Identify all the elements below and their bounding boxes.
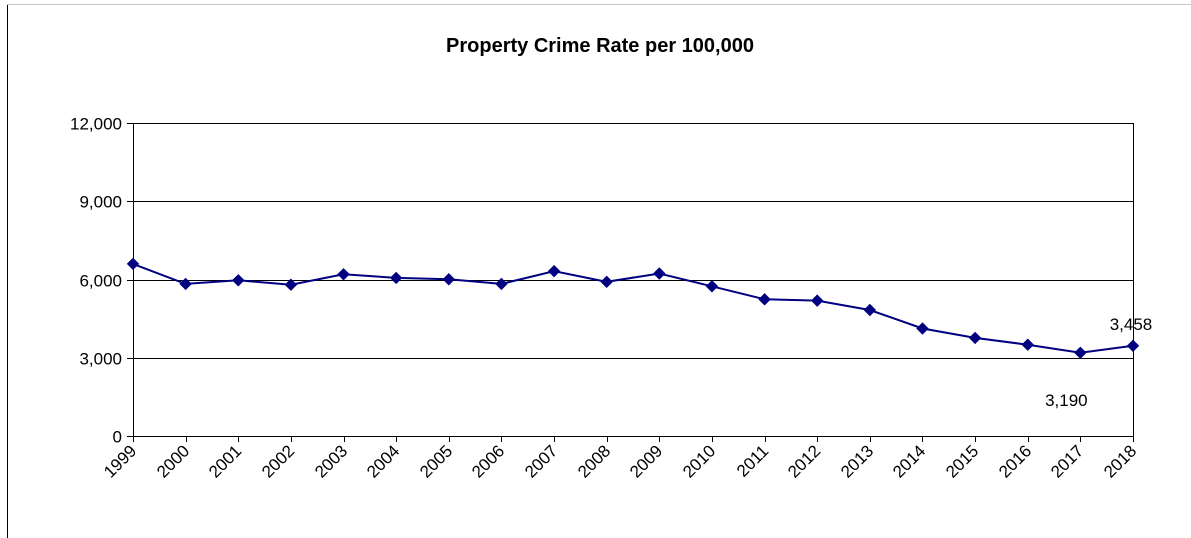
data-label: 3,190 — [1045, 391, 1088, 410]
x-tick-label: 2004 — [363, 441, 403, 481]
y-tick-label: 0 — [113, 428, 122, 447]
data-point-diamond-icon — [337, 268, 350, 281]
data-label: 3,458 — [1110, 315, 1153, 334]
x-tick-label: 2013 — [837, 441, 877, 481]
data-point-diamond-icon — [179, 277, 192, 291]
y-tick-label: 3,000 — [79, 350, 122, 369]
y-tick-label: 6,000 — [79, 272, 122, 291]
x-tick-label: 2018 — [1100, 441, 1140, 481]
data-point-diamond-icon — [758, 293, 771, 306]
x-tick-label: 2015 — [942, 441, 982, 481]
x-tick-label: 2002 — [258, 441, 298, 481]
x-tick-label: 2008 — [574, 441, 614, 481]
x-tick-label: 2016 — [995, 441, 1035, 481]
data-point-diamond-icon — [705, 280, 719, 293]
data-point-diamond-icon — [547, 264, 561, 278]
x-tick-label: 2017 — [1047, 441, 1087, 481]
data-point-diamond-icon — [653, 267, 666, 280]
data-point-diamond-icon — [811, 294, 824, 307]
x-tick-label: 2003 — [311, 441, 351, 481]
data-point-diamond-icon — [126, 257, 140, 271]
x-tick-label: 2009 — [626, 441, 666, 481]
x-tick-label: 2007 — [521, 441, 561, 481]
data-point-diamond-icon — [916, 322, 929, 335]
data-point-diamond-icon — [1021, 338, 1034, 351]
data-point-diamond-icon — [1074, 346, 1087, 360]
data-point-diamond-icon — [1126, 339, 1140, 353]
x-tick-label: 2011 — [733, 441, 772, 480]
data-point-diamond-icon — [600, 275, 613, 289]
x-tick-label: 2006 — [468, 441, 508, 481]
data-point-diamond-icon — [389, 271, 403, 285]
x-tick-label: 1999 — [100, 441, 140, 481]
chart-title: Property Crime Rate per 100,000 — [446, 35, 754, 57]
data-point-diamond-icon — [284, 278, 298, 291]
y-tick-label: 9,000 — [79, 193, 122, 212]
x-tick-label: 2010 — [679, 441, 719, 481]
plot-area: 0 3,000 6,000 9,000 12,000 1999 2000 2001 2002 20… — [70, 115, 1152, 482]
data-point-diamond-icon — [232, 274, 245, 287]
y-tick-label: 12,000 — [70, 115, 122, 134]
x-tick-label: 2014 — [889, 441, 929, 481]
x-tick-label: 2000 — [153, 441, 193, 481]
x-tick-label: 2012 — [784, 441, 824, 481]
series-line — [132, 262, 1134, 354]
x-tick-label: 2005 — [416, 441, 456, 481]
data-point-diamond-icon — [495, 277, 508, 291]
data-point-diamond-icon — [863, 303, 877, 317]
x-tick-label: 2001 — [205, 441, 245, 481]
data-point-diamond-icon — [442, 273, 455, 286]
data-point-diamond-icon — [968, 331, 982, 345]
